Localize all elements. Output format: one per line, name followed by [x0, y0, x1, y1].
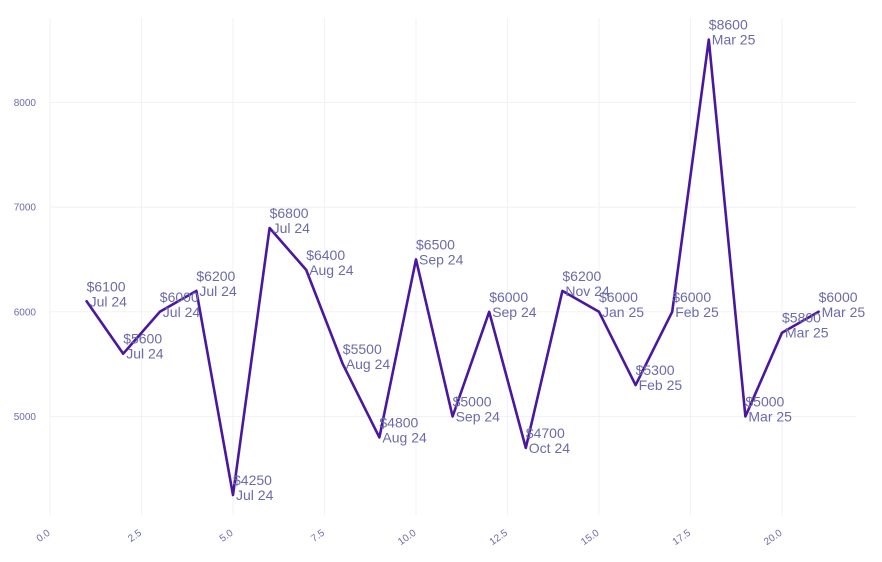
data-label-date: Mar 25: [785, 325, 829, 341]
data-label-date: Jan 25: [602, 304, 644, 320]
data-label-date: Mar 25: [712, 32, 756, 48]
data-label-date: Jul 24: [199, 283, 237, 299]
data-label-value: $8600: [709, 17, 748, 33]
data-label-value: $6800: [270, 205, 309, 221]
x-tick-label: 5.0: [218, 527, 236, 544]
data-label-value: $6400: [306, 247, 345, 263]
data-label-date: Jul 24: [126, 346, 164, 362]
data-label-date: Aug 24: [309, 262, 354, 278]
data-label-value: $4800: [379, 414, 418, 430]
data-label-date: Aug 24: [346, 356, 391, 372]
series-line-group: [85, 38, 820, 497]
data-label-date: Jul 24: [273, 220, 311, 236]
data-label-date: Aug 24: [382, 429, 427, 445]
data-label-value: $6000: [599, 289, 638, 305]
y-tick-label: 6000: [14, 307, 37, 318]
y-tick-label: 5000: [14, 412, 37, 423]
x-tick-label: 10.0: [396, 527, 419, 547]
y-tick-label: 7000: [14, 203, 37, 214]
data-label-value: $6100: [87, 278, 126, 294]
data-label-date: Sep 24: [456, 409, 501, 425]
data-label-value: $6200: [196, 268, 235, 284]
x-tick-label: 20.0: [762, 527, 785, 547]
data-label-value: $6000: [672, 289, 711, 305]
data-label-date: Mar 25: [822, 304, 866, 320]
data-label-date: Feb 25: [639, 377, 683, 393]
x-tick-label: 15.0: [579, 527, 602, 547]
x-tick-label: 17.5: [671, 527, 694, 547]
data-label-value: $6000: [160, 289, 199, 305]
data-label-value: $6000: [489, 289, 528, 305]
data-label-value: $4700: [526, 425, 565, 441]
data-label-date: Nov 24: [565, 283, 610, 299]
x-tick-label: 2.5: [126, 527, 144, 544]
data-label-date: Jul 24: [236, 487, 274, 503]
x-tick-label: 12.5: [488, 527, 511, 547]
data-label-value: $5300: [636, 362, 675, 378]
data-label-value: $6500: [416, 236, 455, 252]
data-label-date: Mar 25: [748, 409, 792, 425]
y-tick-label: 8000: [14, 98, 37, 109]
data-label-value: $5000: [453, 394, 492, 410]
data-label-value: $5500: [343, 341, 382, 357]
x-tick-label: 7.5: [309, 527, 327, 544]
x-tick-label: 0.0: [35, 527, 53, 544]
data-label-date: Jul 24: [163, 304, 201, 320]
data-label-value: $6000: [819, 289, 858, 305]
grid: [49, 18, 856, 515]
data-label-date: Sep 24: [419, 251, 464, 267]
data-label-date: Jul 24: [90, 293, 128, 309]
data-label-value: $5000: [745, 394, 784, 410]
data-label-date: Oct 24: [529, 440, 570, 456]
data-label-value: $4250: [233, 472, 272, 488]
axes: 0.0 2.5 5.0 7.5 10.0 12.5 15.0 17.5 20.0 5000 6000…: [14, 98, 785, 548]
data-label-date: Feb 25: [675, 304, 719, 320]
data-label-value: $5600: [123, 331, 162, 347]
data-label-value: $5800: [782, 310, 821, 326]
data-label-value: $6200: [562, 268, 601, 284]
data-label-date: Sep 24: [492, 304, 537, 320]
